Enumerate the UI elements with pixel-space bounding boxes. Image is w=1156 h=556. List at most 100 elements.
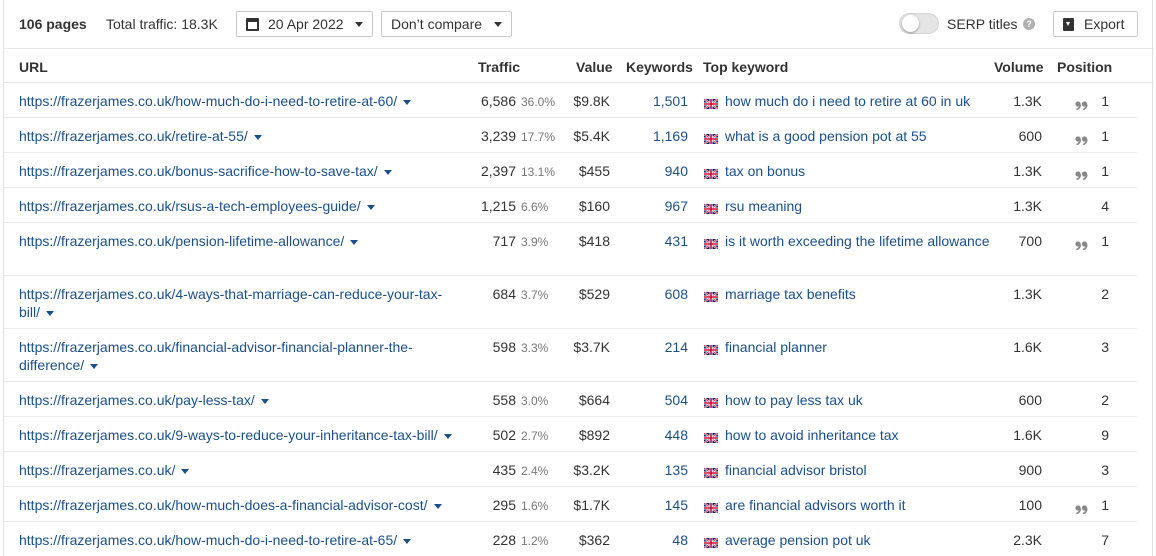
page-url-link[interactable]: https://frazerjames.co.uk/4-ways-that-ma…: [19, 285, 459, 321]
chevron-down-icon[interactable]: [443, 433, 452, 439]
keywords-count-link[interactable]: 504: [664, 392, 688, 408]
chevron-down-icon[interactable]: [366, 204, 375, 210]
quote-icon: [1075, 167, 1088, 183]
top-keyword-link[interactable]: rsu meaning: [725, 198, 803, 214]
page-url-link[interactable]: https://frazerjames.co.uk/how-much-do-i-…: [19, 531, 459, 549]
keywords-count-link[interactable]: 1,501: [652, 93, 688, 109]
uk-flag-icon: [703, 395, 719, 409]
page-url-link[interactable]: https://frazerjames.co.uk/pension-lifeti…: [19, 232, 459, 250]
page-url-link[interactable]: https://frazerjames.co.uk/financial-advi…: [19, 338, 459, 374]
traffic-share: 36.0%: [521, 95, 556, 109]
page-url-link[interactable]: https://frazerjames.co.uk/rsus-a-tech-em…: [19, 197, 459, 215]
chevron-down-icon[interactable]: [46, 310, 55, 316]
chevron-down-icon[interactable]: [433, 503, 442, 509]
top-keyword-link[interactable]: financial planner: [725, 339, 827, 355]
top-keyword-link[interactable]: average pension pot uk: [725, 532, 871, 548]
traffic-share: 1.2%: [521, 534, 549, 548]
keyword-position: 7: [1101, 532, 1109, 548]
chevron-down-icon[interactable]: [403, 99, 412, 105]
keyword-volume: 1.6K: [1013, 427, 1042, 443]
keywords-count-link[interactable]: 1,169: [652, 128, 688, 144]
top-keyword-link[interactable]: how much do i need to retire at 60 in uk: [725, 93, 971, 109]
date-picker-button[interactable]: 20 Apr 2022: [236, 11, 373, 37]
column-header-url[interactable]: URL: [19, 59, 48, 75]
page-url-text: https://frazerjames.co.uk/how-much-do-i-…: [19, 532, 398, 548]
top-keyword-link[interactable]: what is a good pension pot at 55: [725, 128, 927, 144]
traffic-share: 17.7%: [521, 130, 556, 144]
keywords-count-link[interactable]: 145: [664, 497, 688, 513]
page-url-link[interactable]: https://frazerjames.co.uk/bonus-sacrific…: [19, 162, 459, 180]
calendar-icon: [246, 17, 259, 31]
keyword-volume: 1.3K: [1013, 286, 1042, 302]
traffic-value: 502: [492, 427, 516, 443]
table-row: https://frazerjames.co.uk/financial-advi…: [4, 329, 1137, 382]
keyword-position: 9: [1101, 427, 1109, 443]
column-header-keywords[interactable]: Keywords: [626, 59, 693, 75]
top-keyword-link[interactable]: are financial advisors worth it: [725, 497, 906, 513]
table-row: https://frazerjames.co.uk/rsus-a-tech-em…: [4, 188, 1137, 223]
page-url-link[interactable]: https://frazerjames.co.uk/pay-less-tax/: [19, 391, 459, 409]
column-header-volume[interactable]: Volume: [994, 59, 1044, 75]
traffic-value: 2,397: [480, 163, 516, 179]
table-header: URL Traffic Value Keywords Top keyword V…: [4, 50, 1154, 83]
compare-dropdown[interactable]: Don’t compare: [381, 11, 512, 37]
keywords-count-link[interactable]: 940: [664, 163, 688, 179]
uk-flag-icon: [703, 342, 719, 356]
page-url-link[interactable]: https://frazerjames.co.uk/how-much-does-…: [19, 496, 459, 514]
table-row: https://frazerjames.co.uk/retire-at-55/3…: [4, 118, 1137, 153]
chevron-down-icon[interactable]: [350, 239, 359, 245]
chevron-down-icon[interactable]: [181, 468, 190, 474]
uk-flag-icon: [703, 166, 719, 180]
traffic-value-usd: $160: [578, 198, 610, 214]
chevron-down-icon[interactable]: [403, 538, 412, 544]
column-header-value[interactable]: Value: [576, 59, 613, 75]
page-url-link[interactable]: https://frazerjames.co.uk/9-ways-to-redu…: [19, 426, 459, 444]
chevron-down-icon[interactable]: [253, 134, 262, 140]
uk-flag-icon: [703, 131, 719, 145]
chevron-down-icon[interactable]: [90, 363, 99, 369]
help-icon[interactable]: ?: [1023, 18, 1035, 30]
keywords-count-link[interactable]: 135: [664, 462, 688, 478]
traffic-value: 6,586: [480, 93, 516, 109]
table-row: https://frazerjames.co.uk/pay-less-tax/5…: [4, 382, 1137, 417]
page-url-link[interactable]: https://frazerjames.co.uk/retire-at-55/: [19, 127, 459, 145]
uk-flag-icon: [703, 430, 719, 444]
top-keyword-link[interactable]: marriage tax benefits: [725, 286, 856, 302]
page-url-link[interactable]: https://frazerjames.co.uk/: [19, 461, 459, 479]
keywords-count-link[interactable]: 48: [672, 532, 688, 548]
keywords-count-link[interactable]: 967: [664, 198, 688, 214]
page-url-link[interactable]: https://frazerjames.co.uk/how-much-do-i-…: [19, 92, 459, 110]
chevron-down-icon: [494, 21, 502, 27]
top-keyword-link[interactable]: how to pay less tax uk: [725, 392, 863, 408]
keywords-count-link[interactable]: 448: [664, 427, 688, 443]
keyword-volume: 600: [1018, 128, 1042, 144]
keyword-volume: 600: [1018, 392, 1042, 408]
traffic-value-usd: $9.8K: [573, 93, 610, 109]
keywords-count-link[interactable]: 608: [664, 286, 688, 302]
top-keyword-link[interactable]: how to avoid inheritance tax: [725, 427, 899, 443]
export-button[interactable]: Export: [1053, 11, 1138, 37]
keywords-count-link[interactable]: 431: [664, 233, 688, 249]
toggle-knob: [902, 15, 919, 32]
top-keyword-link[interactable]: is it worth exceeding the lifetime allow…: [725, 233, 990, 249]
chevron-down-icon[interactable]: [260, 398, 269, 404]
download-icon: [1063, 17, 1074, 31]
page-url-text: https://frazerjames.co.uk/retire-at-55/: [19, 128, 248, 144]
page-url-text: https://frazerjames.co.uk/how-much-does-…: [19, 497, 428, 513]
traffic-value: 3,239: [480, 128, 516, 144]
chevron-down-icon[interactable]: [383, 169, 392, 175]
organic-pages-panel: 106 pages Total traffic: 18.3K 20 Apr 20…: [3, 0, 1154, 556]
serp-titles-toggle[interactable]: [899, 13, 939, 34]
traffic-share: 3.7%: [521, 288, 549, 302]
column-header-position[interactable]: Position: [1057, 59, 1113, 75]
total-traffic: Total traffic: 18.3K: [106, 16, 218, 32]
keywords-count-link[interactable]: 214: [664, 339, 688, 355]
traffic-value: 684: [492, 286, 516, 302]
keyword-volume: 1.3K: [1013, 93, 1042, 109]
top-keyword-link[interactable]: tax on bonus: [725, 163, 806, 179]
top-keyword-link[interactable]: financial advisor bristol: [725, 462, 867, 478]
column-header-top-keyword[interactable]: Top keyword: [703, 59, 789, 75]
column-header-traffic[interactable]: Traffic: [478, 59, 521, 75]
traffic-value-usd: $1.7K: [573, 497, 610, 513]
keyword-position: 4: [1101, 198, 1109, 214]
